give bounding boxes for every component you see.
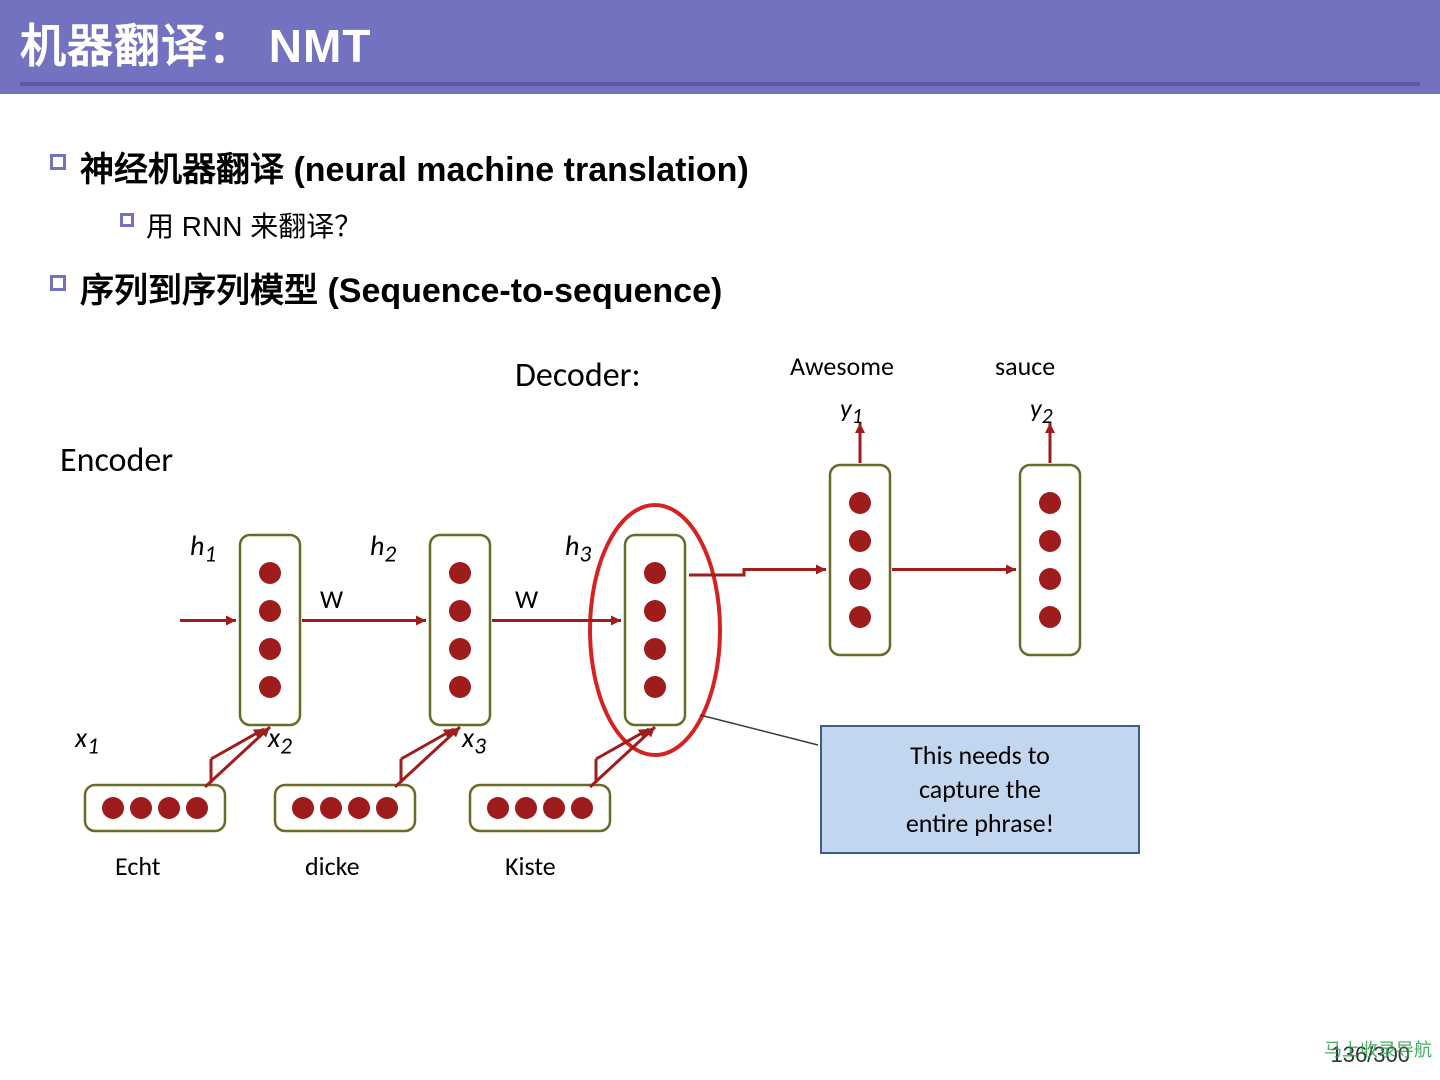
- out2-label: sauce: [995, 350, 1055, 382]
- in2-label: dicke: [305, 850, 360, 882]
- x3-label: x3: [462, 720, 486, 761]
- W2-label: W: [515, 583, 538, 615]
- note-line-3: entire phrase!: [832, 807, 1128, 841]
- decoder-label: Decoder:: [515, 355, 641, 396]
- bullet-nmt: 神经机器翻译 (neural machine translation): [50, 142, 1390, 191]
- encoder-label: Encoder: [60, 440, 173, 481]
- x1-label: x1: [75, 720, 99, 761]
- h1-label: h1: [190, 528, 216, 569]
- bullet-icon: [50, 154, 66, 170]
- bullet-seq2seq: 序列到序列模型 (Sequence-to-sequence): [50, 263, 1390, 312]
- y2-label: y2: [1030, 392, 1053, 429]
- title-underline: [20, 82, 1420, 86]
- note-line-1: This needs to: [832, 739, 1128, 773]
- h2-label: h2: [370, 528, 396, 569]
- bullet-text: 神经机器翻译 (neural machine translation): [80, 142, 749, 191]
- title-bar: 机器翻译： NMT: [0, 0, 1440, 94]
- watermark: 马上收录导航: [1324, 1036, 1432, 1062]
- h3-label: h3: [565, 528, 591, 569]
- note-line-2: capture the: [832, 773, 1128, 807]
- bullet-icon: [120, 213, 134, 227]
- bullet-icon: [50, 275, 66, 291]
- out1-label: Awesome: [790, 350, 894, 382]
- W1-label: W: [320, 583, 343, 615]
- content-area: 神经机器翻译 (neural machine translation) 用 RN…: [0, 94, 1440, 312]
- note-box: This needs to capture the entire phrase!: [820, 725, 1140, 854]
- x2-label: x2: [268, 720, 292, 761]
- seq2seq-diagram: Encoder Decoder: h1 h2 h3 W W x1 x2 x3 E…: [30, 330, 1210, 970]
- bullet-rnn: 用 RNN 来翻译？: [120, 205, 1390, 245]
- slide: 机器翻译： NMT 神经机器翻译 (neural machine transla…: [0, 0, 1440, 1080]
- y1-label: y1: [840, 392, 863, 429]
- in3-label: Kiste: [505, 850, 556, 882]
- bullet-text: 用 RNN 来翻译？: [146, 205, 362, 245]
- bullet-text: 序列到序列模型 (Sequence-to-sequence): [80, 263, 722, 312]
- slide-title: 机器翻译： NMT: [20, 10, 1420, 76]
- in1-label: Echt: [115, 850, 160, 882]
